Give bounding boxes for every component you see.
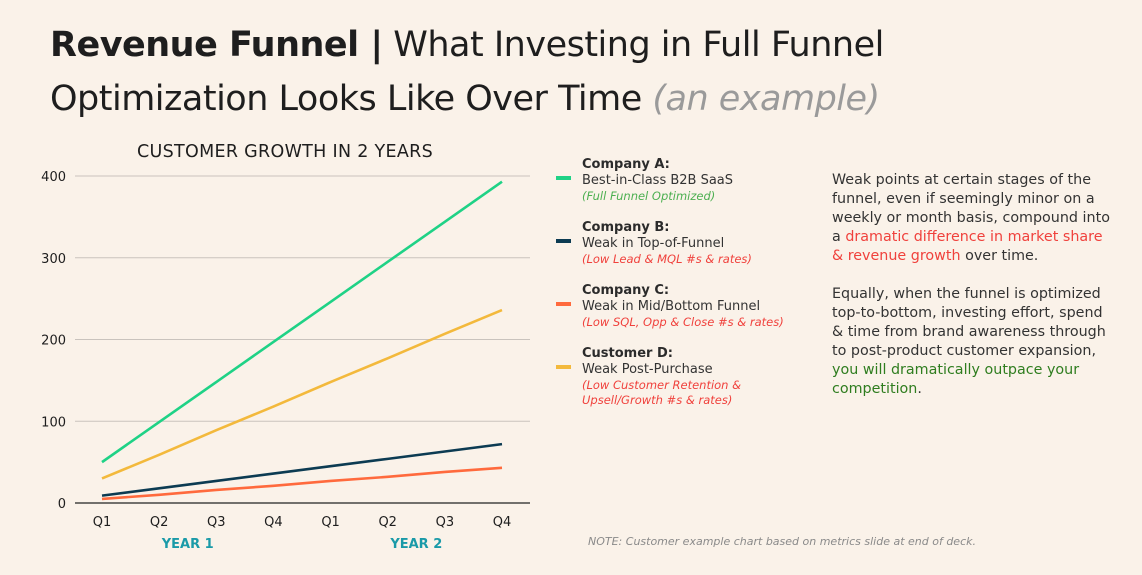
- chart-legend: Company A: Best-in-Class B2B SaaS (Full …: [556, 157, 826, 424]
- highlight-red: dramatic difference in market share & re…: [832, 229, 1103, 264]
- text: .: [917, 381, 922, 397]
- legend-item: Customer D: Weak Post-Purchase (Low Cust…: [556, 346, 826, 408]
- series-line-company-a: [101, 180, 503, 464]
- series-line-company-b: [101, 442, 503, 497]
- legend-item: Company A: Best-in-Class B2B SaaS (Full …: [556, 157, 826, 204]
- title-example: (an example): [652, 79, 880, 119]
- series-line-customer-d: [101, 308, 503, 480]
- legend-swatch: [556, 365, 571, 369]
- legend-desc: Weak in Top-of-Funnel: [582, 236, 725, 251]
- paragraph-2: Equally, when the funnel is optimized to…: [832, 285, 1112, 399]
- legend-item: Company B: Weak in Top-of-Funnel (Low Le…: [556, 220, 826, 267]
- legend-name: Company C:: [582, 283, 670, 298]
- legend-note: (Low Lead & MQL #s & rates): [582, 252, 752, 266]
- x-tick-label: Q3: [436, 515, 455, 530]
- x-tick-label: Q2: [150, 515, 169, 530]
- text: over time.: [960, 248, 1039, 264]
- x-tick-label: Q2: [378, 515, 397, 530]
- legend-swatch: [556, 302, 571, 306]
- paragraph-1: Weak points at certain stages of the fun…: [832, 171, 1112, 266]
- legend-name: Company A:: [582, 157, 670, 172]
- x-tick-label: Q4: [264, 515, 283, 530]
- highlight-green: you will dramatically outpace your compe…: [832, 362, 1080, 397]
- text: Weak points at certain stages of the fun…: [832, 172, 1110, 245]
- legend-note: (Full Funnel Optimized): [582, 189, 716, 203]
- footnote: NOTE: Customer example chart based on me…: [588, 535, 976, 548]
- chart-title: CUSTOMER GROWTH IN 2 YEARS: [137, 142, 433, 162]
- x-tick-label: Q1: [93, 515, 112, 530]
- legend-note: (Low SQL, Opp & Close #s & rates): [582, 315, 784, 329]
- title-line1: What Investing in Full Funnel: [393, 25, 884, 65]
- legend-name: Company B:: [582, 220, 670, 235]
- year-label: YEAR 2: [389, 537, 442, 552]
- legend-note: (Low Customer Retention & Upsell/Growth …: [582, 378, 742, 407]
- y-tick-label: 300: [41, 252, 66, 267]
- text: Equally, when the funnel is optimized to…: [832, 286, 1106, 359]
- legend-swatch: [556, 176, 571, 180]
- legend-desc: Weak in Mid/Bottom Funnel: [582, 299, 761, 314]
- y-tick-label: 200: [41, 334, 66, 349]
- description: Weak points at certain stages of the fun…: [832, 171, 1112, 418]
- x-tick-label: Q4: [493, 515, 512, 530]
- y-tick-label: 0: [58, 497, 66, 512]
- title-bold: Revenue Funnel |: [50, 25, 383, 65]
- y-tick-label: 400: [41, 170, 66, 185]
- x-tick-label: Q1: [321, 515, 340, 530]
- year-label: YEAR 1: [161, 537, 214, 552]
- x-tick-label: Q3: [207, 515, 226, 530]
- legend-desc: Weak Post-Purchase: [582, 362, 713, 377]
- page-title: Revenue Funnel | What Investing in Full …: [50, 18, 884, 126]
- legend-item: Company C: Weak in Mid/Bottom Funnel (Lo…: [556, 283, 826, 330]
- title-line2: Optimization Looks Like Over Time: [50, 79, 642, 119]
- legend-desc: Best-in-Class B2B SaaS: [582, 173, 734, 188]
- y-tick-label: 100: [41, 415, 66, 430]
- legend-swatch: [556, 239, 571, 243]
- series-line-company-c: [101, 466, 503, 501]
- legend-name: Customer D:: [582, 346, 673, 361]
